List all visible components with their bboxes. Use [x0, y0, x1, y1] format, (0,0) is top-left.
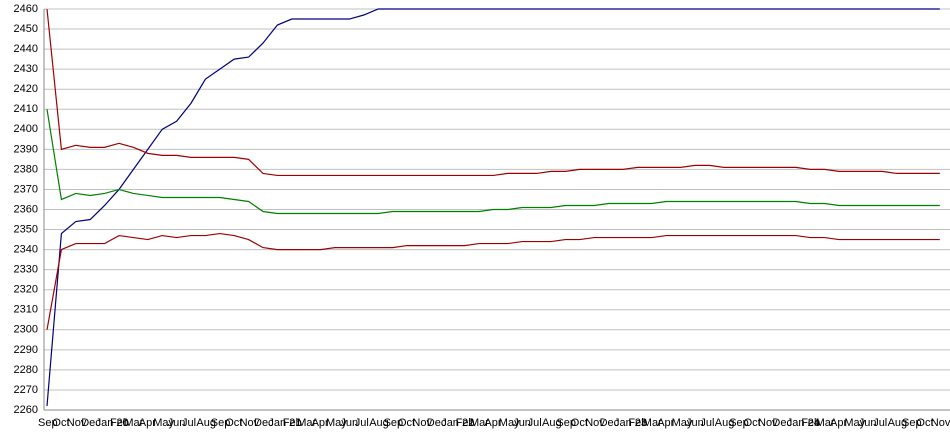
x-tick-label: Jun	[859, 417, 877, 429]
x-tick-label: Mar	[470, 417, 489, 429]
x-tick-label: May	[672, 417, 693, 429]
y-tick-label: 2450	[14, 23, 38, 35]
x-tick-label: Mar	[297, 417, 316, 429]
y-tick-label: 2310	[14, 304, 38, 316]
series-line	[46, 8, 940, 177]
x-tick-label: Nov	[758, 417, 778, 429]
x-tick-label: Jun	[686, 417, 704, 429]
x-tick-label: Aug	[888, 417, 908, 429]
x-tick-label: Jun	[513, 417, 531, 429]
y-tick-label: 2320	[14, 284, 38, 296]
x-tick-label: Nov	[931, 417, 950, 429]
x-tick-label: Apr	[312, 417, 329, 429]
x-tick-label: Feb	[628, 417, 647, 429]
x-tick-label: Dec	[81, 417, 101, 429]
x-tick-label: Apr	[139, 417, 156, 429]
x-tick-label: Oct	[571, 417, 588, 429]
x-tick-label: Jan 21	[268, 417, 301, 429]
x-tick-label: Feb	[456, 417, 475, 429]
x-tick-label: Sep	[902, 417, 922, 429]
x-tick-label: Oct	[225, 417, 242, 429]
x-tick-label: Nov	[412, 417, 432, 429]
x-tick-label: Jul	[873, 417, 887, 429]
x-tick-label: Sep	[38, 417, 58, 429]
y-tick-label: 2440	[14, 43, 38, 55]
y-tick-label: 2360	[14, 203, 38, 215]
y-tick-label: 2420	[14, 83, 38, 95]
x-tick-label: Aug	[715, 417, 735, 429]
y-tick-label: 2350	[14, 223, 38, 235]
x-tick-label: Jun	[168, 417, 186, 429]
x-tick-label: Nov	[240, 417, 260, 429]
x-tick-label: Apr	[657, 417, 674, 429]
x-tick-label: Dec	[427, 417, 447, 429]
x-tick-label: Jul	[182, 417, 196, 429]
x-tick-label: Jul	[355, 417, 369, 429]
series-line	[46, 232, 940, 330]
x-tick-label: Jul	[528, 417, 542, 429]
x-tick-label: Feb	[110, 417, 129, 429]
x-tick-label: Sep	[384, 417, 404, 429]
x-tick-label: Sep	[211, 417, 231, 429]
x-tick-label: Feb	[801, 417, 820, 429]
y-tick-label: 2370	[14, 183, 38, 195]
series-line	[46, 8, 940, 407]
y-tick-label: 2460	[14, 3, 38, 15]
x-tick-label: Oct	[398, 417, 415, 429]
x-tick-label: Jun	[340, 417, 358, 429]
x-tick-label: Mar	[643, 417, 662, 429]
x-tick-label: May	[844, 417, 865, 429]
x-tick-label: Dec	[772, 417, 792, 429]
x-tick-label: Jan 20	[96, 417, 129, 429]
y-tick-label: 2330	[14, 264, 38, 276]
y-tick-label: 2410	[14, 103, 38, 115]
x-tick-label: Dec	[254, 417, 274, 429]
x-tick-label: Oct	[744, 417, 761, 429]
x-tick-label: Dec	[600, 417, 620, 429]
series-line	[46, 109, 940, 215]
x-tick-label: Mar	[816, 417, 835, 429]
x-tick-label: May	[499, 417, 520, 429]
y-tick-label: 2400	[14, 123, 38, 135]
y-tick-label: 2270	[14, 384, 38, 396]
x-tick-label: Jan 22	[441, 417, 474, 429]
y-tick-label: 2260	[14, 404, 38, 416]
y-tick-label: 2300	[14, 324, 38, 336]
x-tick-label: Apr	[830, 417, 847, 429]
y-tick-label: 2290	[14, 344, 38, 356]
y-tick-label: 2390	[14, 143, 38, 155]
x-tick-label: Sep	[729, 417, 749, 429]
x-tick-label: Nov	[67, 417, 87, 429]
x-tick-label: Jan 24	[787, 417, 820, 429]
x-tick-label: Nov	[585, 417, 605, 429]
x-tick-label: May	[326, 417, 347, 429]
x-tick-label: Apr	[484, 417, 501, 429]
x-tick-label: Mar	[124, 417, 143, 429]
x-tick-label: Oct	[52, 417, 69, 429]
x-tick-label: Sep	[556, 417, 576, 429]
x-tick-label: Oct	[916, 417, 933, 429]
y-tick-label: 2340	[14, 244, 38, 256]
y-tick-label: 2430	[14, 63, 38, 75]
x-tick-label: May	[153, 417, 174, 429]
y-tick-label: 2280	[14, 364, 38, 376]
x-tick-label: Aug	[369, 417, 389, 429]
x-tick-label: Aug	[196, 417, 216, 429]
x-tick-label: Jan 23	[614, 417, 647, 429]
x-tick-label: Feb	[283, 417, 302, 429]
x-tick-label: Aug	[542, 417, 562, 429]
y-tick-label: 2380	[14, 163, 38, 175]
x-tick-label: Jul	[700, 417, 714, 429]
